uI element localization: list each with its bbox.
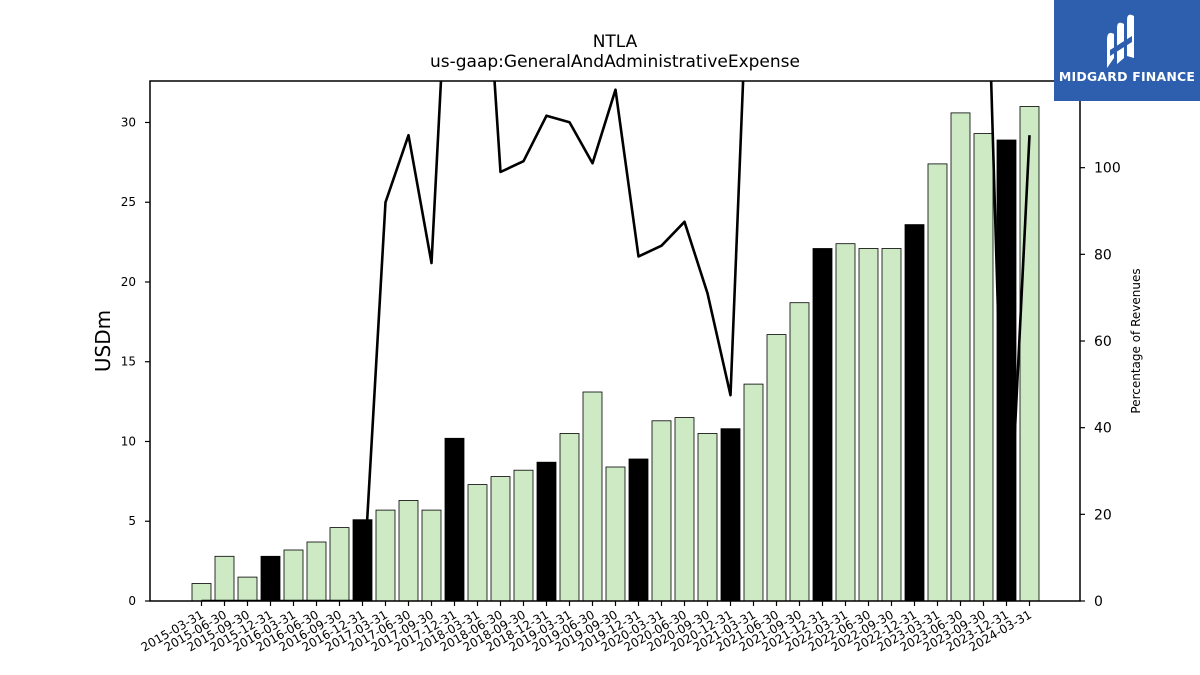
bar-2015-06-30	[214, 555, 235, 602]
y-tick-label: 20	[121, 275, 136, 289]
y-tick-label: 15	[121, 355, 136, 369]
bar-2017-03-31	[375, 509, 396, 602]
bar-2021-12-31	[812, 248, 833, 602]
bar-2017-06-30	[398, 500, 419, 602]
bar-2019-12-31	[628, 458, 649, 602]
bar-2019-03-31	[559, 433, 580, 602]
bar-2018-12-31	[536, 461, 557, 602]
y2-tick-label: 20	[1094, 507, 1112, 523]
bar-2020-09-30	[697, 433, 718, 602]
y2-axis-label: Percentage of Revenues	[1129, 268, 1143, 413]
bar-2018-03-31	[467, 484, 488, 602]
bar-2015-12-31	[260, 555, 281, 602]
bar-2016-03-31	[283, 549, 304, 602]
y-axis-label: USDm	[91, 310, 115, 372]
y-tick-label: 30	[121, 115, 136, 129]
bar-2017-09-30	[421, 509, 442, 602]
y2-tick-label: 60	[1094, 334, 1112, 350]
bar-2019-06-30	[582, 391, 603, 602]
chart-subtitle: us-gaap:GeneralAndAdministrativeExpense	[430, 52, 800, 72]
y-tick-label: 0	[128, 594, 136, 608]
bar-2019-09-30	[605, 466, 626, 602]
y2-tick-label: 0	[1094, 594, 1103, 610]
y2-tick-label: 80	[1094, 247, 1112, 263]
bar-2018-09-30	[513, 469, 534, 602]
bar-2016-09-30	[329, 527, 350, 602]
bar-2016-06-30	[306, 541, 327, 602]
y2-tick-label: 40	[1094, 421, 1112, 437]
bar-2015-03-31	[191, 583, 212, 602]
bar-2020-06-30	[674, 417, 695, 602]
bar-2015-09-30	[237, 576, 258, 602]
y-tick-label: 25	[121, 195, 136, 209]
bar-2021-06-30	[766, 334, 787, 602]
bar-2023-06-30	[950, 112, 971, 602]
y-tick-label: 5	[128, 514, 136, 528]
bar-2021-03-31	[743, 383, 764, 602]
percentage-line	[201, 81, 1031, 601]
bar-2023-03-31	[927, 163, 948, 602]
bar-2022-09-30	[881, 248, 902, 602]
chart-title: NTLA	[592, 32, 638, 52]
bar-2018-06-30	[490, 476, 511, 602]
y-tick-label: 10	[121, 434, 136, 448]
bar-2017-12-31	[444, 437, 465, 602]
logo-text: MIDGARD FINANCE	[1058, 69, 1196, 84]
bar-2021-09-30	[789, 302, 810, 602]
logo-mark-icon	[1107, 14, 1134, 68]
bar-2022-12-31	[904, 224, 925, 602]
y2-tick-label: 100	[1094, 161, 1121, 177]
bar-2020-03-31	[651, 420, 672, 602]
bar-2022-03-31	[835, 243, 856, 602]
bar-2020-12-31	[720, 428, 741, 602]
brand-logo: MIDGARD FINANCE	[1054, 0, 1200, 101]
bar-2023-09-30	[973, 133, 994, 602]
bar-2022-06-30	[858, 248, 879, 602]
bar-2024-03-31	[1019, 106, 1040, 602]
